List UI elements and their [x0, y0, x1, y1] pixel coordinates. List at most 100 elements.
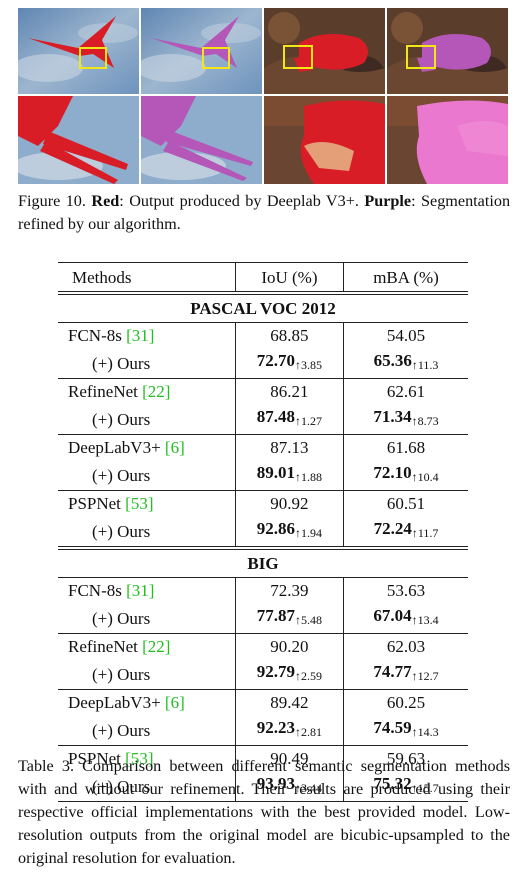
citation-link[interactable]: [53]	[125, 494, 154, 513]
table-row-ours: (+) Ours 87.48↑1.27 71.34↑8.73	[58, 404, 468, 435]
figure-caption-purple: Purple	[364, 192, 412, 210]
ours-iou-gain: ↑2.81	[295, 725, 323, 739]
ours-iou-gain: ↑1.94	[295, 526, 323, 540]
ours-iou-gain: ↑1.27	[295, 414, 323, 428]
ours-mba-gain: ↑15.7	[411, 781, 439, 795]
citation-number: 6	[170, 438, 180, 457]
bird-purple-image	[141, 8, 262, 94]
ours-iou-cell: 77.87↑5.48	[234, 603, 344, 634]
citation-link[interactable]: [31]	[126, 581, 155, 600]
ours-iou-value: 92.79	[256, 662, 296, 681]
citation-link[interactable]: [6]	[164, 693, 185, 712]
table-row: RefineNet [22] 90.20 62.03	[58, 633, 468, 659]
method-name: PSPNet	[68, 749, 121, 768]
citation-link[interactable]: [31]	[126, 326, 155, 345]
ours-mba-value: 72.10	[373, 463, 412, 482]
mba-cell: 59.63	[343, 745, 468, 771]
citation-link[interactable]: [22]	[142, 637, 171, 656]
citation-number: 31	[131, 581, 149, 600]
ours-iou-value: 77.87	[256, 606, 296, 625]
method-name: FCN-8s	[68, 581, 122, 600]
ours-label: (+) Ours	[92, 720, 151, 740]
table-row-ours: (+) Ours 92.23↑2.81 74.59↑14.3	[58, 715, 468, 746]
ours-mba-value: 74.77	[373, 662, 412, 681]
table-row: RefineNet [22] 86.21 62.61	[58, 378, 468, 404]
mba-cell: 53.63	[343, 577, 468, 603]
mba-cell: 60.25	[343, 689, 468, 715]
iou-cell: 72.39	[234, 577, 344, 603]
dog-zoom-purple-image	[387, 96, 508, 184]
ours-iou-cell: 92.23↑2.81	[234, 715, 344, 746]
method-cell: FCN-8s [31]	[58, 577, 236, 603]
method-name: RefineNet	[68, 637, 138, 656]
ours-mba-gain: ↑13.4	[411, 613, 439, 627]
table-row-ours: (+) Ours 93.93↑3.44 75.32↑15.7	[58, 771, 468, 802]
citation-number: 6	[170, 693, 180, 712]
ours-iou-value: 93.93	[256, 774, 296, 793]
table-row-ours: (+) Ours 77.87↑5.48 67.04↑13.4	[58, 603, 468, 634]
ours-iou-gain: ↑2.59	[295, 669, 323, 683]
iou-cell: 87.13	[234, 434, 344, 460]
figure-caption: Figure 10. Red: Output produced by Deepl…	[18, 190, 510, 236]
citation-link[interactable]: [6]	[164, 438, 185, 457]
iou-cell: 86.21	[234, 378, 344, 404]
method-cell: RefineNet [22]	[58, 633, 236, 659]
dog-purple-image	[387, 8, 508, 94]
ours-iou-cell: 92.79↑2.59	[234, 659, 344, 690]
ours-iou-cell: 89.01↑1.88	[234, 460, 344, 491]
citation-number: 22	[147, 382, 165, 401]
ours-mba-cell: 74.59↑14.3	[343, 715, 468, 746]
method-name: FCN-8s	[68, 326, 122, 345]
ours-iou-value: 87.48	[256, 407, 296, 426]
ours-label: (+) Ours	[92, 465, 151, 485]
ours-mba-cell: 75.32↑15.7	[343, 771, 468, 802]
dog-red-image	[264, 8, 385, 94]
table-row-ours: (+) Ours 92.86↑1.94 72.24↑11.7	[58, 516, 468, 548]
table-row-ours: (+) Ours 92.79↑2.59 74.77↑12.7	[58, 659, 468, 690]
ours-label: (+) Ours	[58, 771, 236, 802]
method-cell: DeepLabV3+ [6]	[58, 689, 236, 715]
section-header-row: BIG	[58, 546, 468, 578]
mba-cell: 61.68	[343, 434, 468, 460]
citation-number: 53	[130, 749, 148, 768]
ours-mba-cell: 65.36↑11.3	[343, 348, 468, 379]
citation-number: 53	[130, 494, 148, 513]
dog-zoom-red-image	[264, 96, 385, 184]
ours-iou-gain: ↑3.85	[295, 358, 323, 372]
ours-iou-gain: ↑3.44	[295, 781, 323, 795]
ours-mba-value: 72.24	[373, 519, 412, 538]
mba-cell: 62.03	[343, 633, 468, 659]
method-name: PSPNet	[68, 494, 121, 513]
ours-iou-cell: 72.70↑3.85	[234, 348, 344, 379]
mba-cell: 54.05	[343, 322, 468, 348]
figure-caption-text1: : Output produced by Deeplab V3+.	[119, 192, 359, 210]
citation-link[interactable]: [22]	[142, 382, 171, 401]
citation-number: 31	[131, 326, 149, 345]
method-name: DeepLabV3+	[68, 693, 161, 712]
ours-mba-gain: ↑12.7	[411, 669, 439, 683]
mba-cell: 60.51	[343, 490, 468, 516]
figure-caption-label: Figure 10.	[18, 192, 86, 210]
citation-link[interactable]: [53]	[125, 749, 154, 768]
method-cell: RefineNet [22]	[58, 378, 236, 404]
method-name: RefineNet	[68, 382, 138, 401]
table-row: FCN-8s [31] 68.85 54.05	[58, 322, 468, 348]
section-title: BIG	[58, 546, 468, 578]
iou-cell: 68.85	[234, 322, 344, 348]
ours-iou-gain: ↑5.48	[295, 613, 323, 627]
table-body: PASCAL VOC 2012 FCN-8s [31] 68.85 54.05 (+) …	[58, 291, 468, 802]
method-cell: DeepLabV3+ [6]	[58, 434, 236, 460]
section-title: PASCAL VOC 2012	[58, 291, 468, 323]
ours-mba-gain: ↑8.73	[411, 414, 439, 428]
ours-mba-cell: 74.77↑12.7	[343, 659, 468, 690]
mba-cell: 62.61	[343, 378, 468, 404]
col-header-iou: IoU (%)	[234, 262, 344, 293]
ours-mba-value: 71.34	[373, 407, 412, 426]
citation-number: 22	[147, 637, 165, 656]
ours-iou-value: 92.23	[256, 718, 296, 737]
ours-label: (+) Ours	[92, 409, 151, 429]
bird-zoom-red-image	[18, 96, 139, 184]
table-row: PSPNet [53] 90.92 60.51	[58, 490, 468, 516]
ours-mba-gain: ↑11.7	[411, 526, 439, 540]
ours-mba-value: 67.04	[373, 606, 412, 625]
